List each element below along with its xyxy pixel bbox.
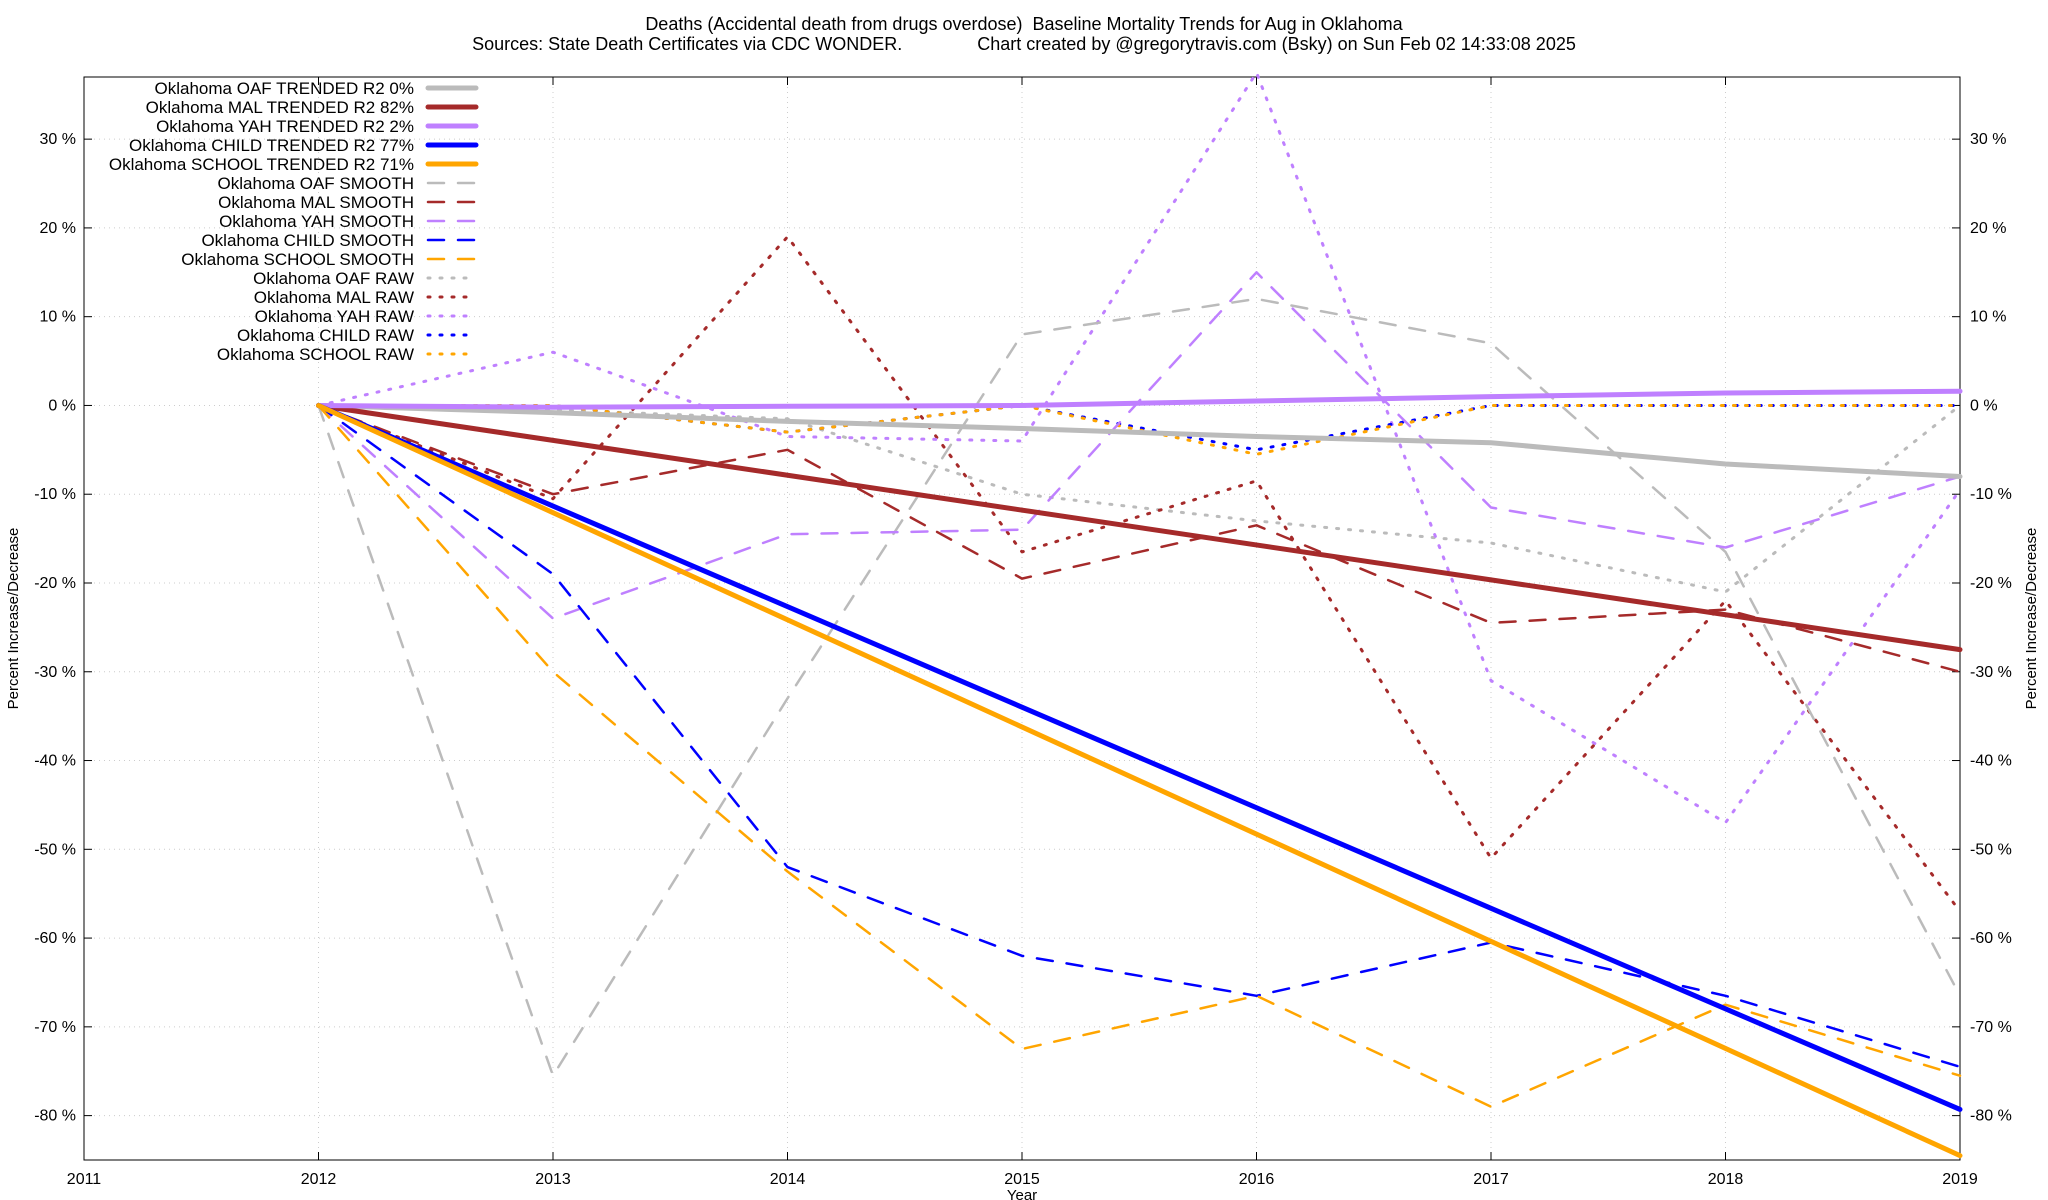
legend-label: Oklahoma SCHOOL RAW	[217, 345, 414, 364]
legend-label: Oklahoma CHILD SMOOTH	[201, 231, 414, 250]
legend-label: Oklahoma MAL TRENDED R2 82%	[146, 98, 414, 117]
legend-label: Oklahoma CHILD TRENDED R2 77%	[129, 136, 414, 155]
x-tick-label: 2019	[1942, 1171, 1978, 1188]
series-line-oklahoma-oaf-smooth	[317, 297, 1962, 1077]
x-tick-label: 2018	[1708, 1171, 1744, 1188]
y-tick-label-right: -60 %	[1970, 930, 2012, 947]
y-tick-label-right: -80 %	[1970, 1108, 2012, 1125]
legend-label: Oklahoma SCHOOL TRENDED R2 71%	[109, 155, 414, 174]
y-tick-label-right: -10 %	[1970, 486, 2012, 503]
y-tick-label-left: -10 %	[34, 486, 76, 503]
x-tick-label: 2012	[301, 1171, 337, 1188]
series-lines	[316, 71, 1963, 1159]
x-axis-label: Year	[1007, 1187, 1037, 1200]
series-line-oklahoma-oaf-trended-r2-0	[316, 403, 1963, 479]
legend-label: Oklahoma YAH TRENDED R2 2%	[156, 117, 414, 136]
y-tick-label-left: -30 %	[34, 664, 76, 681]
x-tick-label: 2011	[67, 1171, 102, 1188]
series-line-oklahoma-child-smooth	[317, 404, 1962, 1069]
grid	[84, 77, 1960, 1160]
y-tick-label-right: 20 %	[1970, 220, 2006, 237]
y-tick-label-left: 10 %	[40, 309, 76, 326]
y-tick-label-right: 10 %	[1970, 309, 2006, 326]
legend: Oklahoma OAF TRENDED R2 0%Oklahoma MAL T…	[109, 79, 479, 364]
legend-label: Oklahoma YAH SMOOTH	[219, 212, 414, 231]
legend-label: Oklahoma MAL SMOOTH	[218, 193, 414, 212]
y2-axis-label: Percent Increase/Decrease	[2023, 528, 2040, 710]
legend-label: Oklahoma OAF RAW	[253, 269, 414, 288]
x-tick-label: 2013	[535, 1171, 571, 1188]
series-line-oklahoma-school-trended-r2-71	[316, 403, 1963, 1159]
y-tick-label-left: 0 %	[48, 397, 76, 414]
legend-label: Oklahoma OAF SMOOTH	[218, 174, 414, 193]
chart-title: Deaths (Accidental death from drugs over…	[645, 14, 1403, 34]
series-line-oklahoma-mal-raw	[317, 235, 1962, 913]
series-line-oklahoma-yah-trended-r2-2	[316, 388, 1963, 410]
y-tick-label-left: -20 %	[34, 575, 76, 592]
y-tick-label-right: -50 %	[1970, 841, 2012, 858]
x-tick-label: 2017	[1473, 1171, 1509, 1188]
y-tick-label-left: -40 %	[34, 753, 76, 770]
legend-label: Oklahoma SCHOOL SMOOTH	[181, 250, 414, 269]
y-tick-label-right: -70 %	[1970, 1019, 2012, 1036]
series-line-oklahoma-child-trended-r2-77	[316, 403, 1963, 1112]
series-line-oklahoma-yah-smooth	[317, 271, 1962, 620]
y-axis-label: Percent Increase/Decrease	[5, 528, 22, 710]
series-line-oklahoma-school-smooth	[317, 404, 1962, 1108]
y-tick-label-right: 30 %	[1970, 131, 2006, 148]
series-line-oklahoma-mal-smooth	[317, 404, 1962, 674]
y-tick-label-right: -20 %	[1970, 575, 2012, 592]
series-line-oklahoma-yah-raw	[317, 71, 1962, 825]
x-tick-label: 2014	[770, 1171, 806, 1188]
y-tick-label-right: 0 %	[1970, 397, 1998, 414]
legend-label: Oklahoma OAF TRENDED R2 0%	[155, 79, 414, 98]
series-line-oklahoma-school-raw	[317, 404, 1962, 456]
y-tick-label-left: 30 %	[40, 131, 76, 148]
y-tick-label-left: -80 %	[34, 1108, 76, 1125]
y-tick-label-left: -70 %	[34, 1019, 76, 1036]
series-line-oklahoma-mal-trended-r2-82	[316, 403, 1963, 653]
x-tick-label: 2015	[1004, 1171, 1040, 1188]
y-tick-label-right: -30 %	[1970, 664, 2012, 681]
y-tick-label-left: -50 %	[34, 841, 76, 858]
y-tick-label-left: 20 %	[40, 220, 76, 237]
chart-subtitle: Sources: State Death Certificates via CD…	[472, 34, 1576, 54]
legend-label: Oklahoma YAH RAW	[255, 307, 414, 326]
axes: 2011 2012 2013 2014 2015 2016 2017 2018 2019 30 %…	[34, 76, 2012, 1188]
y-tick-label-right: -40 %	[1970, 753, 2012, 770]
legend-label: Oklahoma CHILD RAW	[237, 326, 414, 345]
y-tick-label-left: -60 %	[34, 930, 76, 947]
legend-label: Oklahoma MAL RAW	[254, 288, 414, 307]
x-tick-label: 2016	[1239, 1171, 1275, 1188]
